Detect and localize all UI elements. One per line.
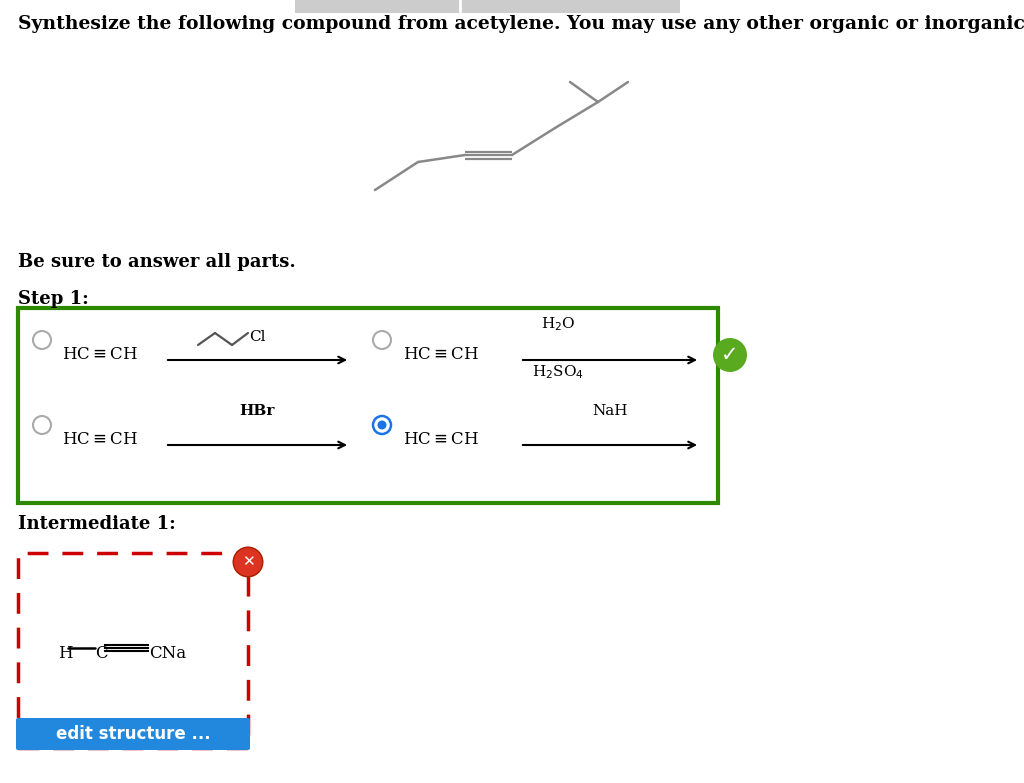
Circle shape: [33, 331, 51, 349]
Text: edit structure ...: edit structure ...: [55, 725, 210, 743]
Text: Intermediate 1:: Intermediate 1:: [18, 515, 176, 533]
Text: CNa: CNa: [150, 645, 186, 662]
Circle shape: [232, 547, 263, 578]
Circle shape: [713, 338, 746, 372]
Circle shape: [33, 416, 51, 434]
FancyBboxPatch shape: [16, 718, 250, 750]
Text: H$_2$SO$_4$: H$_2$SO$_4$: [532, 363, 584, 381]
Text: H: H: [58, 645, 73, 662]
Circle shape: [234, 548, 262, 576]
Text: HC$\equiv$CH: HC$\equiv$CH: [62, 346, 138, 363]
Text: ✕: ✕: [242, 554, 254, 569]
Text: Step 1:: Step 1:: [18, 290, 89, 308]
Text: Cl: Cl: [249, 330, 265, 344]
Text: HC$\equiv$CH: HC$\equiv$CH: [403, 431, 479, 448]
Text: C: C: [95, 645, 108, 662]
Text: HC$\equiv$CH: HC$\equiv$CH: [62, 431, 138, 448]
Text: NaH: NaH: [592, 404, 628, 418]
FancyBboxPatch shape: [18, 308, 718, 503]
Text: ✓: ✓: [721, 345, 738, 365]
Text: Be sure to answer all parts.: Be sure to answer all parts.: [18, 253, 296, 271]
Text: H$_2$O: H$_2$O: [541, 316, 575, 333]
FancyBboxPatch shape: [295, 0, 680, 13]
Circle shape: [373, 331, 391, 349]
Text: Synthesize the following compound from acetylene. You may use any other organic : Synthesize the following compound from a…: [18, 15, 1024, 33]
Circle shape: [378, 420, 386, 430]
Circle shape: [373, 416, 391, 434]
FancyBboxPatch shape: [18, 553, 248, 748]
Text: HBr: HBr: [240, 404, 274, 418]
Text: HC$\equiv$CH: HC$\equiv$CH: [403, 346, 479, 363]
